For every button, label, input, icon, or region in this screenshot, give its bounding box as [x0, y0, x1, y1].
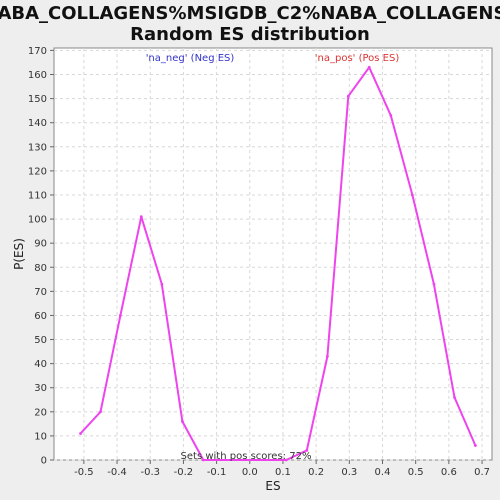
y-tick-label: 140: [28, 118, 47, 129]
x-tick-label: -0.1: [207, 467, 227, 478]
x-axis-ticks: -0.5 -0.4 -0.3 -0.2 -0.1 0.0 0.1 0.2 0.3 0.4 0.5 0.…: [74, 460, 490, 478]
es-data-point: [118, 314, 122, 317]
x-tick-label: 0.5: [408, 467, 424, 478]
x-tick-label: 0.4: [375, 467, 391, 478]
es-data-point: [201, 458, 205, 462]
y-tick-label: 30: [34, 383, 47, 394]
es-data-point: [139, 215, 143, 219]
x-tick-label: -0.2: [174, 467, 194, 478]
x-tick-label: -0.4: [107, 467, 127, 478]
es-data-point: [346, 94, 350, 98]
y-tick-label: 0: [41, 456, 47, 467]
y-tick-label: 130: [28, 142, 47, 153]
x-tick-label: -0.5: [74, 467, 94, 478]
x-tick-label: 0.3: [341, 467, 357, 478]
y-tick-label: 60: [34, 311, 47, 322]
es-data-point: [432, 282, 436, 286]
es-data-point: [410, 193, 414, 197]
es-data-point: [79, 432, 82, 435]
plot-area: [53, 47, 493, 461]
y-axis-label: P(ES): [12, 238, 26, 270]
es-data-point: [474, 444, 477, 447]
es-data-point: [326, 354, 329, 358]
es-data-point: [453, 395, 456, 399]
es-data-point: [305, 448, 309, 452]
y-tick-label: 40: [34, 359, 47, 370]
es-data-point: [284, 458, 288, 462]
es-data-point: [99, 410, 102, 414]
y-axis-ticks: 0 10 20 30 40 50 60 70 80 90 100 110 120 130 140 150 160…: [28, 46, 54, 467]
x-tick-label: 0.6: [441, 467, 457, 478]
x-tick-label: 0.1: [275, 467, 291, 478]
pos-es-label: 'na_pos' (Pos ES): [315, 53, 400, 64]
y-tick-label: 10: [34, 431, 47, 442]
y-tick-label: 80: [34, 263, 47, 274]
y-tick-label: 70: [34, 287, 47, 298]
x-tick-label: 0.0: [242, 467, 258, 478]
grid-lines: [54, 48, 492, 461]
chart-title-line2: Random ES distribution: [130, 24, 370, 45]
es-data-point: [367, 65, 371, 69]
y-tick-label: 170: [28, 46, 47, 57]
es-data-point: [389, 114, 393, 117]
y-tick-label: 20: [34, 407, 47, 418]
chart-title-line1: NABA_COLLAGENS%MSIGDB_C2%NABA_COLLAGENS:: [0, 3, 500, 24]
series-layer: [79, 65, 477, 462]
x-axis-label: ES: [265, 479, 280, 493]
y-tick-label: 160: [28, 70, 47, 81]
y-tick-label: 110: [28, 190, 47, 201]
neg-es-label: 'na_neg' (Neg ES): [146, 53, 235, 64]
x-tick-label: 0.2: [308, 467, 324, 478]
es-data-point: [181, 420, 184, 423]
pos-scores-footer: Sets with pos scores: 72%: [181, 451, 312, 462]
y-tick-label: 150: [28, 94, 47, 105]
es-data-point: [160, 282, 164, 286]
x-tick-label: 0.7: [474, 467, 490, 478]
y-tick-label: 100: [28, 215, 47, 226]
y-tick-label: 90: [34, 239, 47, 250]
y-tick-label: 50: [34, 335, 47, 346]
x-tick-label: -0.3: [140, 467, 160, 478]
y-tick-label: 120: [28, 166, 47, 177]
